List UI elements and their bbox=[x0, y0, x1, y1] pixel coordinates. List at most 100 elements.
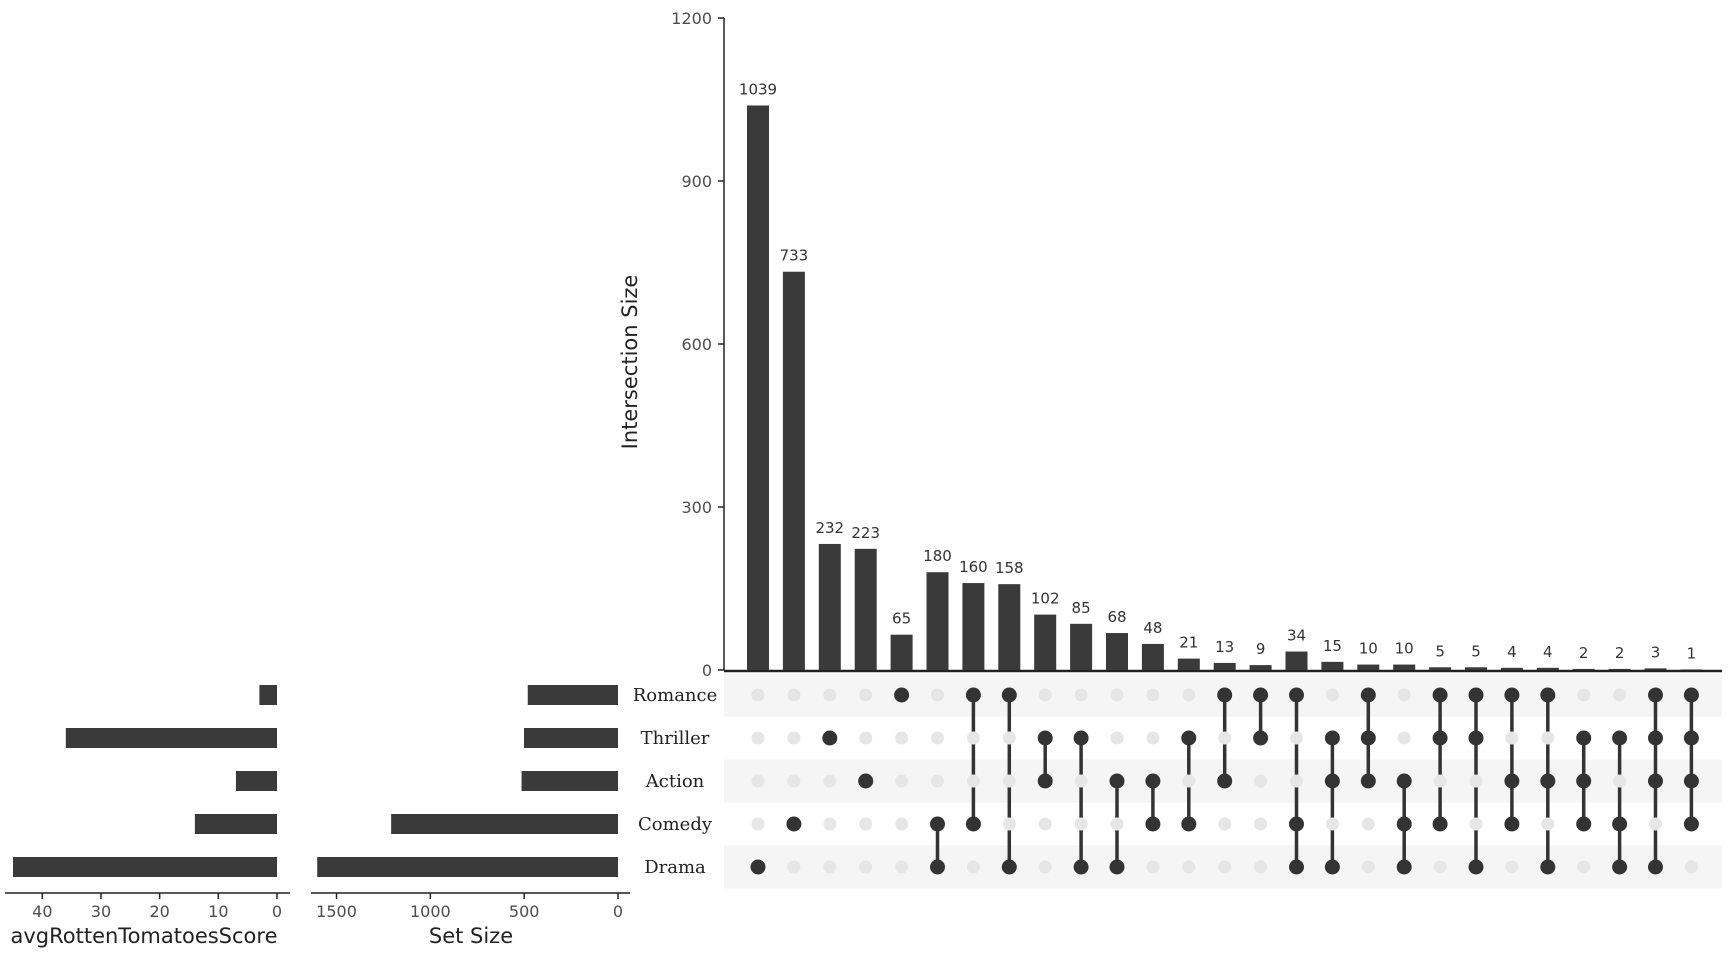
matrix-dot-2-action bbox=[823, 774, 837, 788]
matrix-dot-12-action bbox=[1182, 774, 1196, 788]
set-name-action: Action bbox=[645, 771, 705, 792]
set-size-bar-action bbox=[521, 771, 618, 791]
intersection-value-4: 65 bbox=[892, 610, 911, 628]
matrix-dot-23-thriller bbox=[1576, 730, 1592, 746]
matrix-dot-17-comedy bbox=[1361, 817, 1375, 831]
intersection-value-19: 5 bbox=[1435, 642, 1445, 660]
intersection-value-20: 5 bbox=[1471, 642, 1481, 660]
avg-score-bar-action bbox=[235, 771, 277, 791]
set-names: Romance Thriller Action Comedy Drama bbox=[633, 685, 718, 878]
matrix-dot-15-drama bbox=[1289, 859, 1304, 875]
matrix-dot-16-drama bbox=[1324, 859, 1340, 875]
matrix-dot-26-thriller bbox=[1683, 730, 1699, 746]
matrix-dot-6-comedy bbox=[965, 816, 981, 832]
matrix-dot-8-romance bbox=[1038, 688, 1052, 702]
intersection-bar-10 bbox=[1106, 633, 1128, 670]
matrix-dot-12-thriller bbox=[1181, 730, 1197, 746]
y-tick-label-1200: 1200 bbox=[671, 9, 712, 28]
intersection-y-axis: 0 300 600 900 1200 bbox=[671, 9, 1722, 680]
intersection-bar-20 bbox=[1465, 667, 1487, 670]
intersection-value-16: 15 bbox=[1323, 637, 1342, 655]
matrix-dot-23-action bbox=[1576, 773, 1592, 789]
matrix-dot-21-romance bbox=[1504, 687, 1520, 703]
y-tick-label-600: 600 bbox=[681, 335, 712, 354]
matrix-dot-19-action bbox=[1433, 774, 1447, 788]
intersection-bar-9 bbox=[1070, 623, 1093, 670]
matrix-dot-3-romance bbox=[859, 688, 873, 702]
set-name-thriller: Thriller bbox=[641, 728, 710, 749]
matrix-dot-12-romance bbox=[1182, 688, 1196, 702]
avg-score-bar-drama bbox=[13, 857, 277, 877]
intersection-value-26: 1 bbox=[1687, 644, 1697, 662]
set-size-bar-comedy bbox=[391, 814, 618, 834]
intersection-bar-0 bbox=[747, 105, 769, 670]
intersection-bar-15 bbox=[1285, 651, 1308, 670]
intersection-bar-8 bbox=[1034, 614, 1057, 670]
matrix-dot-8-comedy bbox=[1038, 817, 1052, 831]
matrix-dot-19-romance bbox=[1432, 687, 1448, 703]
matrix-dot-5-thriller bbox=[931, 731, 944, 745]
matrix-dot-18-thriller bbox=[1397, 731, 1411, 745]
matrix-dot-18-action bbox=[1396, 773, 1412, 789]
intersection-bar-18 bbox=[1393, 664, 1416, 670]
matrix-dot-18-romance bbox=[1397, 688, 1411, 702]
matrix-dot-10-comedy bbox=[1110, 817, 1124, 831]
matrix-dot-22-thriller bbox=[1541, 731, 1555, 745]
matrix-dot-26-drama bbox=[1684, 860, 1698, 874]
matrix-dot-4-action bbox=[895, 774, 909, 788]
matrix-dot-3-thriller bbox=[859, 731, 873, 745]
set-size-bar-drama bbox=[317, 857, 618, 877]
matrix-dot-22-romance bbox=[1540, 687, 1556, 703]
intersection-bar-23 bbox=[1572, 668, 1595, 670]
intersection-value-12: 21 bbox=[1179, 634, 1198, 652]
matrix-dot-21-action bbox=[1504, 773, 1520, 789]
matrix-dot-11-action bbox=[1145, 773, 1161, 789]
matrix-dot-4-comedy bbox=[895, 817, 909, 831]
matrix-dot-4-romance bbox=[894, 687, 910, 703]
matrix-dot-17-thriller bbox=[1360, 730, 1376, 746]
matrix-dot-14-thriller bbox=[1253, 730, 1269, 746]
matrix-dot-25-drama bbox=[1648, 859, 1663, 875]
matrix-dot-2-thriller bbox=[822, 730, 838, 746]
matrix-dot-8-drama bbox=[1038, 860, 1052, 874]
matrix-dot-2-romance bbox=[823, 688, 837, 702]
matrix-dot-21-thriller bbox=[1505, 731, 1519, 745]
intersection-value-11: 48 bbox=[1143, 619, 1162, 637]
matrix-dot-5-drama bbox=[930, 859, 945, 875]
matrix-dot-25-thriller bbox=[1648, 730, 1663, 746]
set-name-drama: Drama bbox=[644, 857, 706, 878]
set-size-axis-title: Set Size bbox=[429, 924, 513, 948]
matrix-dot-24-thriller bbox=[1612, 730, 1628, 746]
matrix-dot-26-action bbox=[1683, 773, 1699, 789]
matrix-dot-10-thriller bbox=[1110, 731, 1124, 745]
matrix-dot-4-drama bbox=[895, 860, 909, 874]
matrix-dot-1-drama bbox=[787, 860, 801, 874]
matrix-dot-9-drama bbox=[1073, 859, 1089, 875]
intersection-bar-5 bbox=[926, 572, 949, 670]
matrix-dot-6-action bbox=[966, 774, 980, 788]
avg-score-tick-label-0: 0 bbox=[272, 902, 282, 921]
intersection-value-1: 733 bbox=[780, 247, 809, 265]
intersection-bar-7 bbox=[998, 584, 1021, 670]
intersection-value-24: 2 bbox=[1615, 644, 1625, 662]
matrix-dot-12-drama bbox=[1182, 860, 1196, 874]
avg-score-panel: 40 30 20 10 0 bbox=[5, 685, 290, 921]
matrix-dot-2-drama bbox=[823, 860, 837, 874]
matrix-dot-13-thriller bbox=[1218, 731, 1232, 745]
matrix-dot-19-drama bbox=[1433, 860, 1447, 874]
intersection-value-22: 4 bbox=[1543, 643, 1553, 661]
set-size-bar-romance bbox=[527, 685, 618, 705]
intersection-value-9: 85 bbox=[1072, 599, 1091, 617]
matrix-dot-10-action bbox=[1109, 773, 1125, 789]
matrix-dot-26-comedy bbox=[1683, 816, 1699, 832]
matrix-dot-1-action bbox=[787, 774, 801, 788]
intersection-bar-3 bbox=[854, 548, 877, 670]
intersection-value-15: 34 bbox=[1287, 627, 1306, 645]
matrix-dot-14-romance bbox=[1253, 687, 1269, 703]
intersection-value-0: 1039 bbox=[739, 80, 777, 98]
matrix-dot-17-drama bbox=[1361, 860, 1375, 874]
matrix-dot-19-thriller bbox=[1432, 730, 1448, 746]
matrix-dot-3-comedy bbox=[859, 817, 873, 831]
intersection-bar-1 bbox=[782, 271, 805, 670]
